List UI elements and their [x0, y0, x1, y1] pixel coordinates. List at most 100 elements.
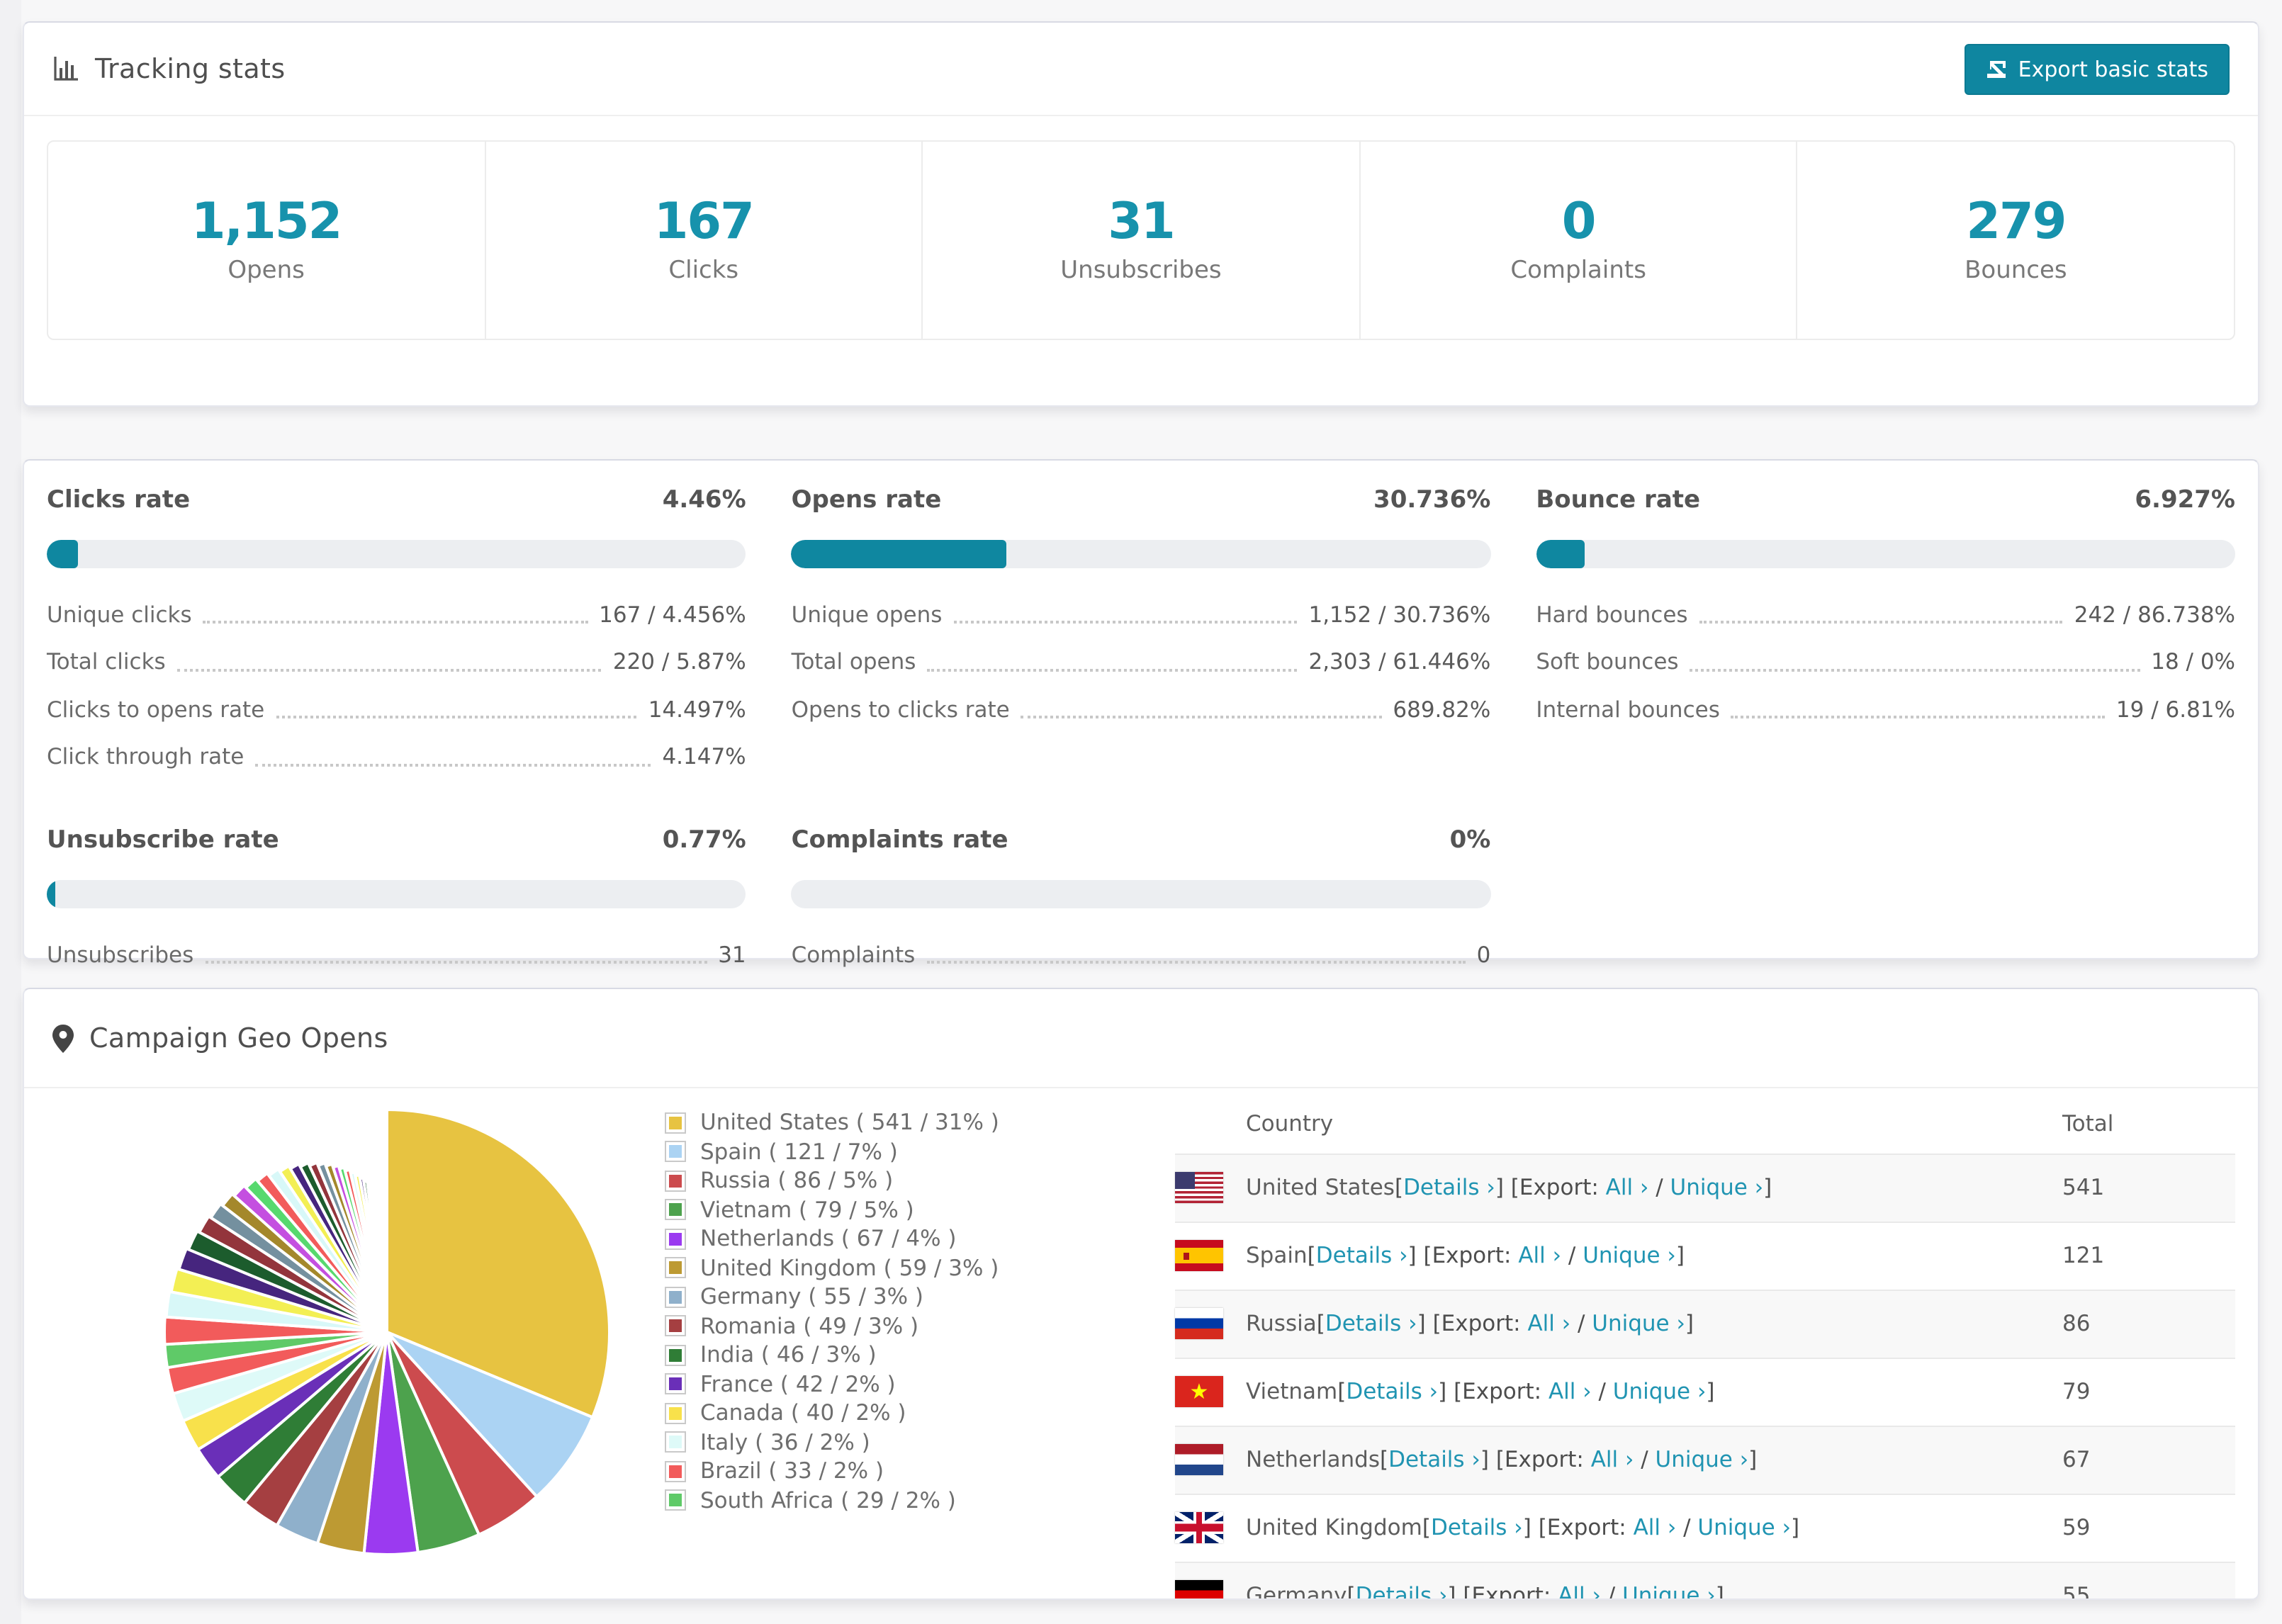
stat-value: 31 — [1108, 194, 1175, 252]
details-link[interactable]: Details › — [1325, 1311, 1417, 1336]
rate-progress-fill — [1536, 540, 1585, 568]
export-all-link[interactable]: All › — [1558, 1583, 1601, 1600]
legend-swatch — [665, 1170, 686, 1192]
map-marker-icon — [52, 1024, 74, 1052]
pie-slice-other-11 — [266, 1167, 388, 1333]
export-all-link[interactable]: All › — [1590, 1447, 1634, 1472]
rate-progress-bar — [1536, 540, 2235, 568]
tracking-stats-card: Tracking stats Export basic stats 1,152 O… — [23, 21, 2259, 407]
geo-table: Country Total United States [Details ›] … — [1175, 1094, 2235, 1600]
export-all-link[interactable]: All › — [1527, 1311, 1571, 1336]
rate-progress-bar — [791, 879, 1491, 908]
flag-icon-us — [1175, 1172, 1223, 1203]
legend-label: Spain ( 121 / 7% ) — [700, 1139, 898, 1164]
geo-pie-chart — [47, 1094, 665, 1581]
legend-label: South Africa ( 29 / 2% ) — [700, 1487, 956, 1513]
export-all-link[interactable]: All › — [1633, 1515, 1677, 1540]
rate-detail-label: Unique clicks — [47, 602, 192, 628]
rate-detail-row: Unique opens 1,152 / 30.736% — [792, 602, 1491, 630]
legend-label: France ( 42 / 2% ) — [700, 1371, 896, 1397]
bracket: ] — [1522, 1515, 1539, 1540]
details-link[interactable]: Details › — [1430, 1515, 1523, 1540]
geo-table-header-total: Total — [2062, 1110, 2114, 1137]
geo-table-header-row: Country Total — [1175, 1094, 2235, 1154]
export-unique-link[interactable]: Unique › — [1612, 1379, 1707, 1404]
tracking-stats-title-text: Tracking stats — [95, 53, 286, 84]
bracket: [ — [1394, 1175, 1404, 1200]
pie-slice-other-10 — [255, 1171, 388, 1333]
details-link[interactable]: Details › — [1315, 1243, 1408, 1268]
bracket: ] — [1715, 1583, 1724, 1600]
bracket: ] — [1417, 1311, 1433, 1336]
stat-label: Clicks — [668, 256, 739, 285]
legend-item-spain: Spain ( 121 / 7% ) — [665, 1137, 1175, 1166]
export-unique-link[interactable]: Unique › — [1592, 1311, 1685, 1336]
legend-swatch — [665, 1344, 686, 1366]
details-link[interactable]: Details › — [1355, 1583, 1448, 1600]
legend-item-vietnam: Vietnam ( 79 / 5% ) — [665, 1195, 1175, 1224]
stat-cell-complaints: 0 Complaints — [1359, 142, 1797, 339]
stat-cell-unsubscribes: 31 Unsubscribes — [921, 142, 1359, 339]
details-link[interactable]: Details › — [1346, 1379, 1439, 1404]
flag-icon-vn — [1175, 1376, 1223, 1407]
pie-legend: United States ( 541 / 31% ) Spain ( 121 /… — [665, 1094, 1175, 1515]
stat-cell-opens: 1,152 Opens — [48, 142, 484, 339]
rate-detail-row: Unique clicks 167 / 4.456% — [47, 602, 746, 630]
export-all-link[interactable]: All › — [1518, 1243, 1562, 1268]
rate-detail-row: Soft bounces 18 / 0% — [1536, 650, 2235, 677]
rate-progress-bar — [47, 540, 746, 568]
slash: / — [1648, 1175, 1670, 1200]
export-unique-link[interactable]: Unique › — [1655, 1447, 1749, 1472]
country-name: United Kingdom — [1246, 1515, 1422, 1540]
export-all-link[interactable]: All › — [1605, 1175, 1649, 1200]
bracket: ] — [1407, 1243, 1424, 1268]
rate-detail-row: Click through rate 4.147% — [47, 744, 746, 772]
export-unique-link[interactable]: Unique › — [1697, 1515, 1792, 1540]
export-basic-stats-button[interactable]: Export basic stats — [1964, 43, 2230, 94]
bracket: ] — [1791, 1515, 1800, 1540]
export-prefix: [Export: — [1423, 1243, 1519, 1268]
rate-title: Unsubscribe rate — [47, 825, 279, 854]
export-unique-link[interactable]: Unique › — [1670, 1175, 1764, 1200]
pie-slice-other-7 — [220, 1192, 388, 1333]
pie-slice-other-16 — [316, 1161, 388, 1333]
legend-label: Brazil ( 33 / 2% ) — [700, 1458, 884, 1484]
export-unique-link[interactable]: Unique › — [1583, 1243, 1676, 1268]
legend-swatch — [665, 1373, 686, 1395]
stat-value: 0 — [1561, 194, 1597, 252]
rate-detail-value: 167 / 4.456% — [599, 602, 746, 628]
rate-detail-value: 0 — [1476, 942, 1491, 967]
legend-swatch — [665, 1257, 686, 1279]
export-unique-link[interactable]: Unique › — [1622, 1583, 1716, 1600]
bracket: [ — [1347, 1583, 1356, 1600]
bar-chart-icon — [52, 55, 79, 82]
rate-detail-value: 1,152 / 30.736% — [1308, 602, 1491, 628]
legend-swatch — [665, 1489, 686, 1511]
legend-label: United Kingdom ( 59 / 3% ) — [700, 1255, 999, 1280]
rate-detail-value: 14.497% — [648, 697, 746, 723]
pie-slice-spain — [386, 1331, 595, 1499]
legend-item-france: France ( 42 / 2% ) — [665, 1370, 1175, 1399]
bracket: [ — [1307, 1243, 1316, 1268]
export-all-link[interactable]: All › — [1548, 1379, 1592, 1404]
rates-grid: Clicks rate 4.46% Unique clicks 167 / 4.456… — [47, 486, 2235, 969]
rate-title: Opens rate — [791, 486, 942, 514]
legend-item-canada: Canada ( 40 / 2% ) — [665, 1399, 1175, 1428]
details-link[interactable]: Details › — [1388, 1447, 1480, 1472]
leader-dots — [176, 668, 602, 672]
geo-table-row-nl: Netherlands [Details ›] [Export: All › /… — [1175, 1426, 2235, 1494]
rate-detail-label: Click through rate — [47, 744, 244, 770]
rate-value: 0.77% — [662, 825, 746, 854]
rate-detail-label: Internal bounces — [1536, 697, 1720, 723]
details-link[interactable]: Details › — [1403, 1175, 1495, 1200]
bracket: [ — [1379, 1447, 1389, 1472]
rate-block-complaints-rate: Complaints rate 0% Complaints 0 — [791, 825, 1491, 969]
stat-value: 167 — [653, 194, 755, 252]
rate-detail-value: 2,303 / 61.446% — [1308, 649, 1491, 675]
stat-label: Bounces — [1965, 256, 2067, 285]
rate-value: 0% — [1449, 825, 1491, 854]
bracket: ] — [1480, 1447, 1496, 1472]
geo-table-row-vn: Vietnam [Details ›] [Export: All › / Uni… — [1175, 1358, 2235, 1426]
rate-detail-row: Unsubscribes 31 — [47, 942, 746, 969]
rate-block-opens-rate: Opens rate 30.736% Unique opens 1,152 / 30.… — [791, 486, 1491, 772]
